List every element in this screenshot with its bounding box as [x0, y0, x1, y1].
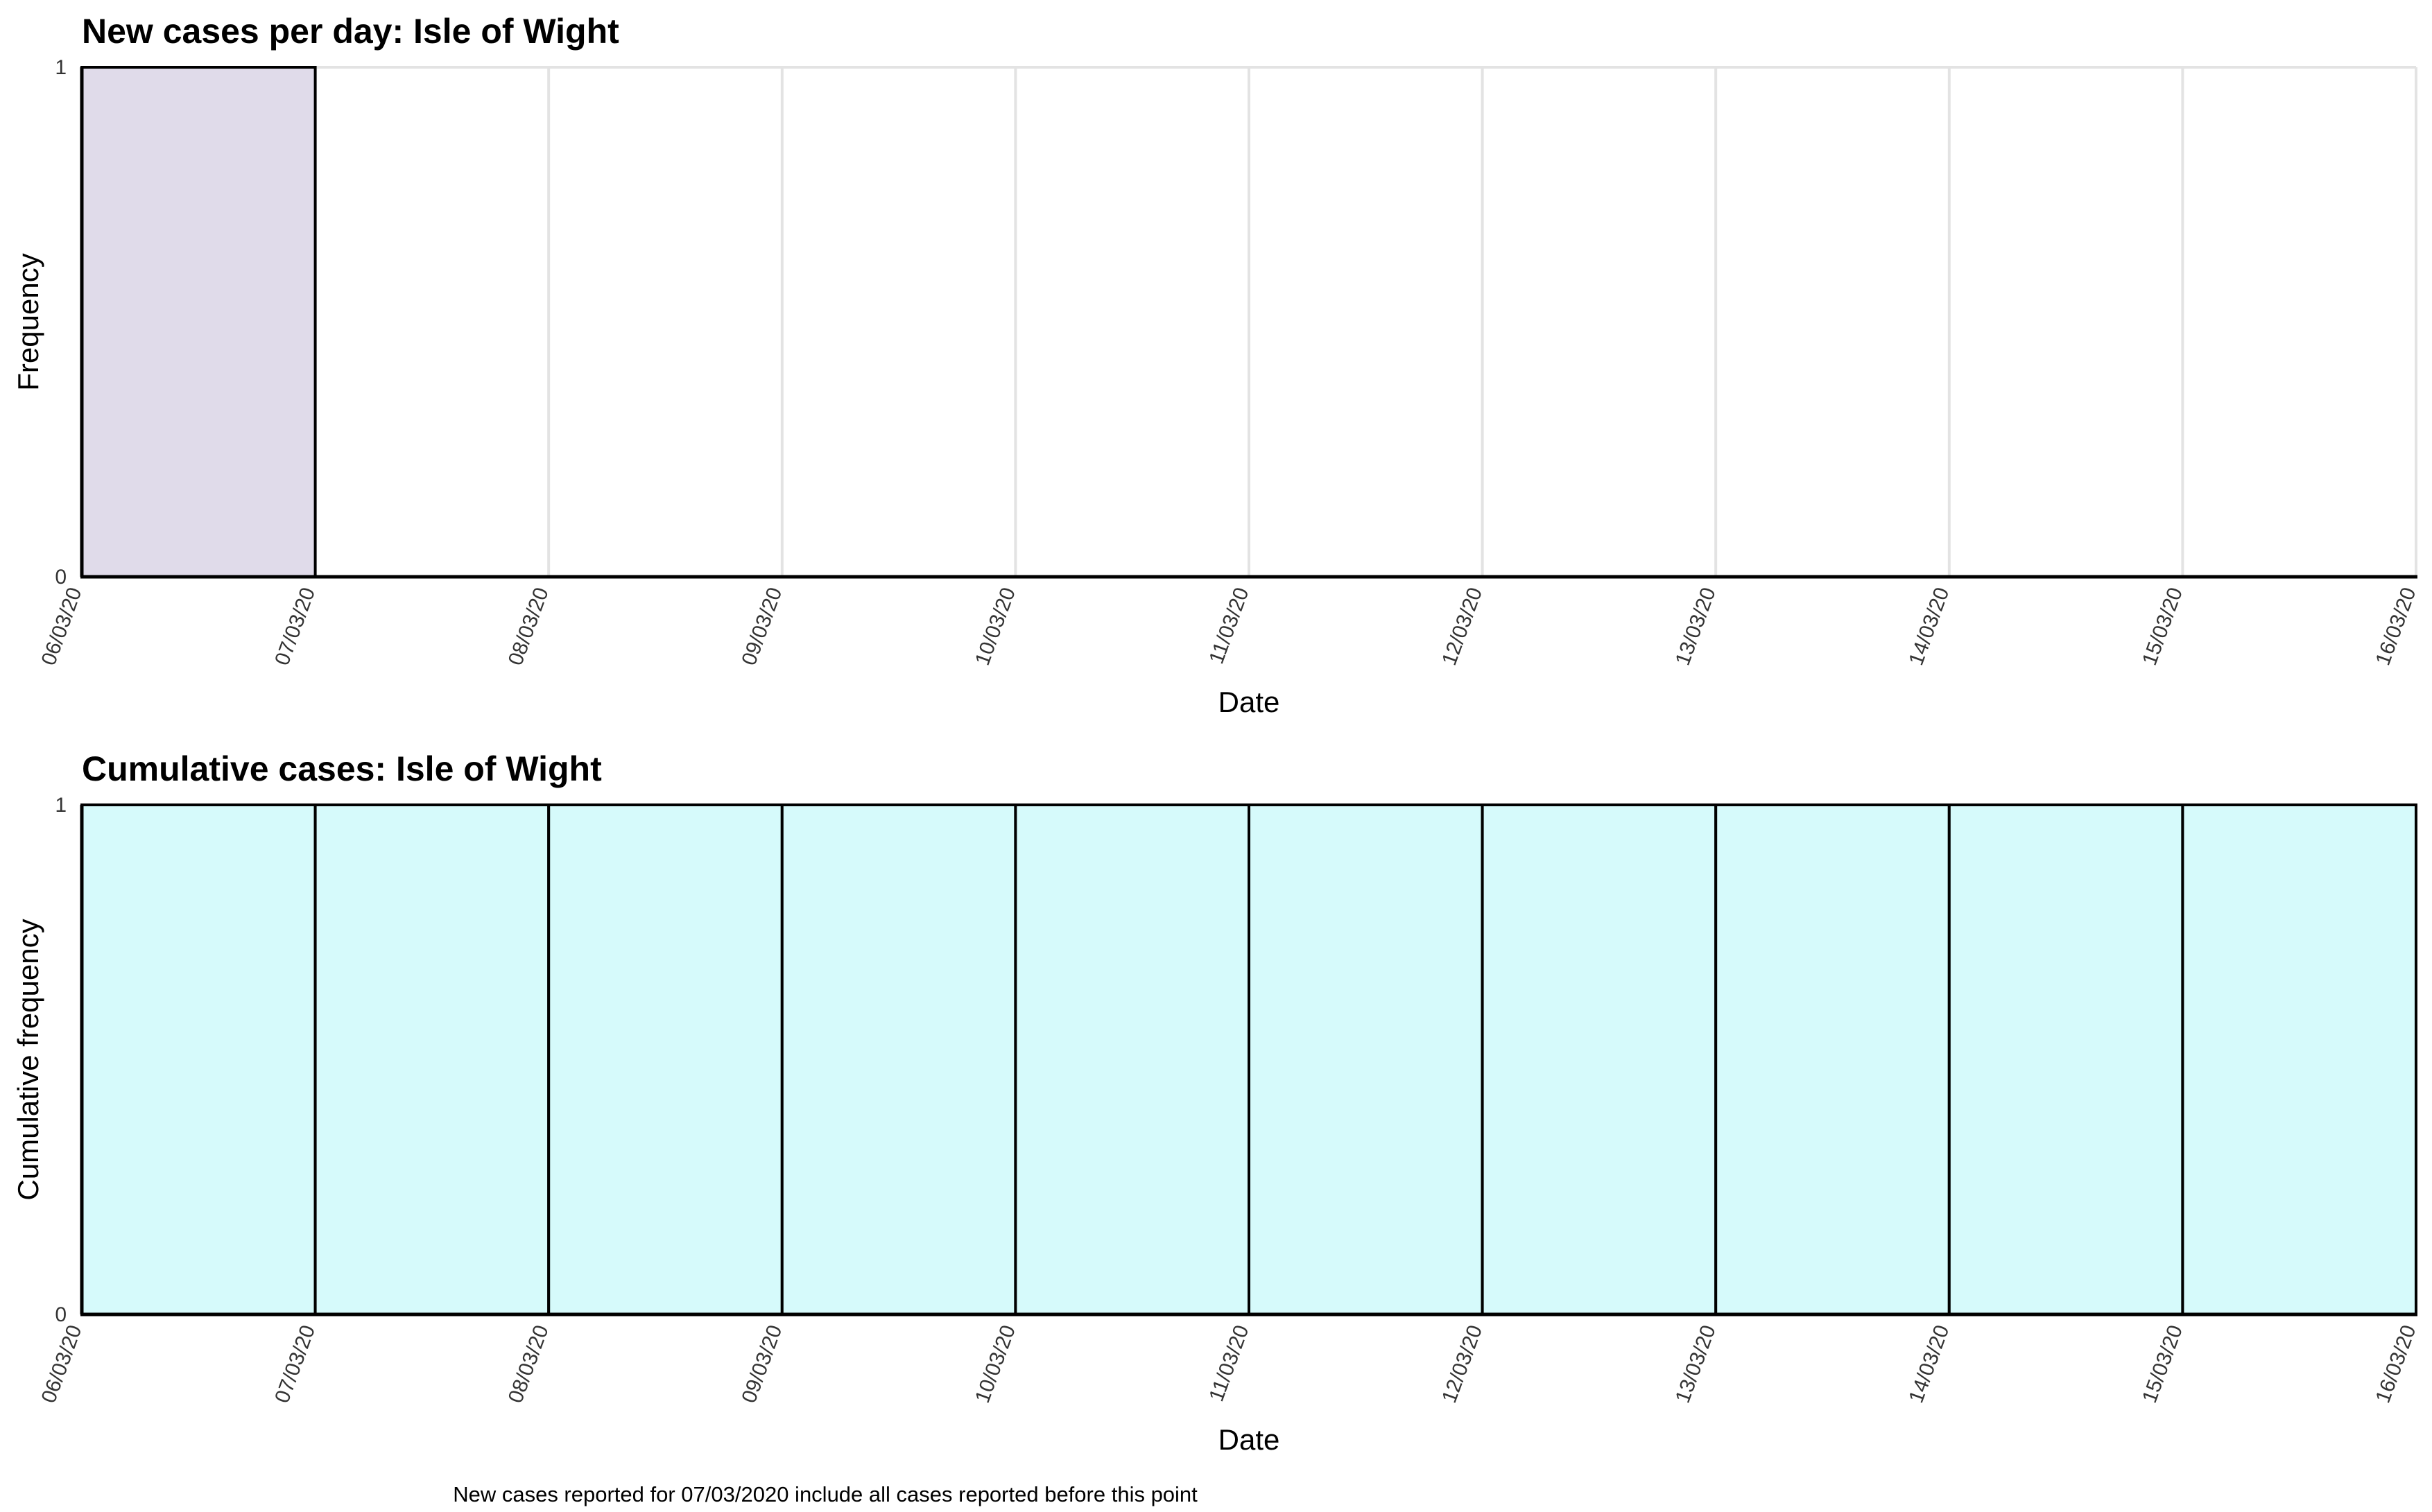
cumulative-bar: [780, 803, 1017, 1316]
cumulative-x-tick-label: 12/03/20: [1438, 1322, 1487, 1406]
daily-x-tick-label: 11/03/20: [1205, 584, 1253, 667]
daily-x-tick-label: 15/03/20: [2138, 584, 2187, 668]
cumulative-bar: [547, 803, 784, 1316]
cumulative-x-tick-label: 14/03/20: [1904, 1322, 1954, 1406]
daily-x-tick-label: 12/03/20: [1438, 584, 1487, 668]
daily-x-tick-label: 07/03/20: [270, 584, 320, 668]
cumulative-y-tick-label: 0: [55, 1303, 67, 1326]
daily-y-axis-label: Frequency: [12, 253, 44, 390]
cumulative-bar: [313, 803, 551, 1316]
footnote: New cases reported for 07/03/2020 includ…: [453, 1482, 1198, 1506]
daily-chart: New cases per day: Isle of Wight 0 1 06/03/…: [12, 12, 2421, 718]
daily-x-tick-label: 16/03/20: [2372, 584, 2421, 668]
cumulative-bar: [1481, 803, 1718, 1316]
cumulative-bar: [1014, 803, 1251, 1316]
cumulative-x-tick-label: 09/03/20: [737, 1322, 786, 1406]
daily-x-tick-label: 08/03/20: [504, 584, 553, 668]
cumulative-x-tick-label: 11/03/20: [1205, 1322, 1253, 1405]
daily-x-tick-label: 10/03/20: [971, 584, 1020, 668]
daily-x-tick-label: 09/03/20: [737, 584, 786, 668]
daily-x-tick-label: 06/03/20: [37, 584, 87, 668]
daily-x-axis-label: Date: [1218, 686, 1280, 718]
cumulative-bar: [1714, 803, 1951, 1316]
daily-bar: [80, 66, 317, 578]
daily-x-tick-label: 14/03/20: [1904, 584, 1954, 668]
cumulative-x-tick-label: 08/03/20: [504, 1322, 553, 1406]
cumulative-x-axis-label: Date: [1218, 1423, 1280, 1456]
cumulative-x-tick-label: 10/03/20: [971, 1322, 1020, 1406]
daily-title: New cases per day: Isle of Wight: [82, 12, 619, 51]
cumulative-chart: Cumulative cases: Isle of Wight 0 1 06/03/2…: [12, 749, 2421, 1456]
cumulative-bar: [1947, 803, 2184, 1316]
cumulative-title: Cumulative cases: Isle of Wight: [82, 749, 602, 788]
cumulative-bar: [2181, 803, 2417, 1316]
cumulative-y-axis-label: Cumulative frequency: [12, 919, 44, 1200]
daily-x-tick-label: 13/03/20: [1671, 584, 1720, 668]
cumulative-x-tick-label: 15/03/20: [2138, 1322, 2187, 1406]
daily-y-tick-label: 0: [55, 566, 67, 589]
cumulative-x-tick-label: 13/03/20: [1671, 1322, 1720, 1406]
daily-y-tick-label: 1: [55, 56, 67, 79]
cumulative-y-tick-label: 1: [55, 794, 67, 817]
cumulative-x-tick-label: 16/03/20: [2372, 1322, 2421, 1406]
cumulative-bar: [80, 803, 317, 1316]
cumulative-x-tick-label: 07/03/20: [270, 1322, 320, 1406]
cumulative-bar: [1248, 803, 1484, 1316]
cumulative-x-tick-label: 06/03/20: [37, 1322, 87, 1406]
